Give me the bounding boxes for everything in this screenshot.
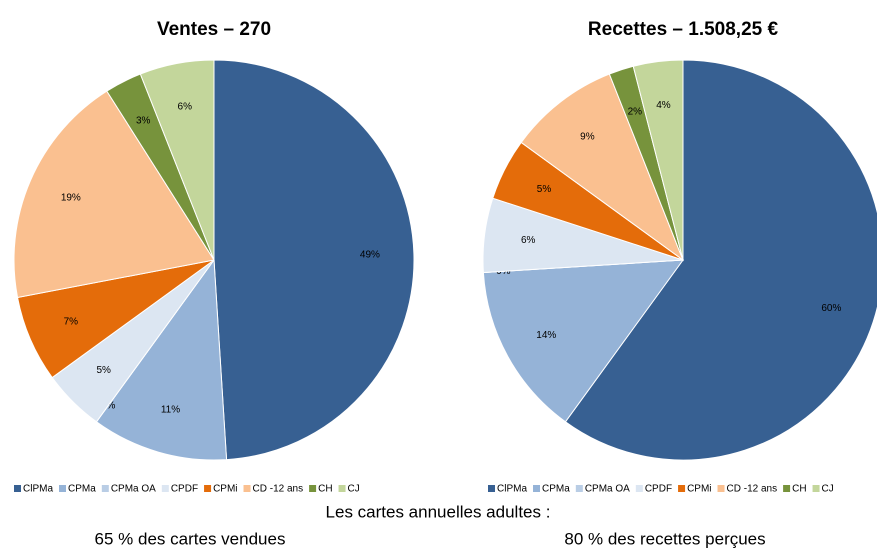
slice-label: 19% xyxy=(61,193,81,204)
legend-label: CPDF xyxy=(645,484,672,495)
legend-swatch xyxy=(101,485,109,492)
pie-slice xyxy=(13,90,215,299)
pie-slice xyxy=(564,59,877,461)
legend-swatch xyxy=(635,485,643,492)
legend-label: CPMa OA xyxy=(585,484,630,495)
slice-label: 3% xyxy=(136,116,151,127)
legend-label: CPMa OA xyxy=(111,484,156,495)
legend-label: CPDF xyxy=(171,484,198,495)
legend-swatch xyxy=(243,485,251,492)
chart-title: Ventes – 270 xyxy=(157,19,271,40)
legend-label: CJ xyxy=(348,484,360,495)
pie-slice xyxy=(482,259,685,423)
legend-label: CH xyxy=(792,484,806,495)
legend-label: ClPMa xyxy=(497,484,527,495)
legend-swatch xyxy=(14,485,21,492)
legend-label: CJ xyxy=(822,484,834,495)
legend-swatch xyxy=(309,485,317,492)
legend-label: ClPMa xyxy=(23,484,53,495)
pie-slice xyxy=(139,59,215,261)
legend-swatch xyxy=(533,485,541,492)
slice-label: 2% xyxy=(628,106,643,117)
legend-swatch xyxy=(338,485,346,492)
pie-slice xyxy=(632,59,684,261)
slice-label: 5% xyxy=(96,365,111,376)
legend-label: CD -12 ans xyxy=(253,484,304,495)
pie-slice xyxy=(95,258,228,461)
legend-label: CPMi xyxy=(687,484,711,495)
slice-label: 6% xyxy=(178,101,193,112)
legend-label: CH xyxy=(318,484,332,495)
slice-label: 11% xyxy=(161,404,180,415)
legend-swatch xyxy=(783,485,791,492)
legend-swatch xyxy=(812,485,820,492)
footer-left: 65 % des cartes vendues xyxy=(95,529,286,548)
footer-right: 80 % des recettes perçues xyxy=(564,529,765,548)
legend-label: CPMa xyxy=(68,484,96,495)
chart-title: Recettes – 1.508,25 € xyxy=(588,19,779,40)
legend-swatch xyxy=(717,485,725,492)
legend-label: CPMa xyxy=(542,484,570,495)
legend-swatch xyxy=(575,485,583,492)
slice-label: 60% xyxy=(821,303,841,314)
slice-label: 49% xyxy=(360,250,380,261)
legend-swatch xyxy=(204,485,212,492)
slice-label: 7% xyxy=(64,317,79,328)
legend-swatch xyxy=(161,485,169,492)
pie-slice xyxy=(213,59,415,461)
slice-label: 14% xyxy=(536,330,556,341)
footer-heading: Les cartes annuelles adultes : xyxy=(326,502,551,521)
legend-label: CD -12 ans xyxy=(727,484,778,495)
legend-swatch xyxy=(678,485,686,492)
slice-label: 9% xyxy=(580,131,595,142)
slice-label: 5% xyxy=(537,184,552,195)
legend-label: CPMi xyxy=(213,484,237,495)
legend-swatch xyxy=(59,485,67,492)
legend-swatch xyxy=(488,485,495,492)
pie-slice xyxy=(520,73,685,262)
slice-label: 6% xyxy=(521,235,536,246)
slice-label: 4% xyxy=(656,100,671,111)
